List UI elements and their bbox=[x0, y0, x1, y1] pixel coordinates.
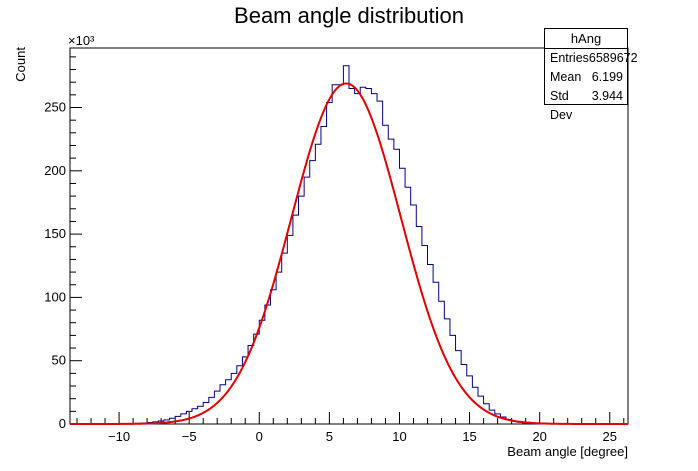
y-axis-label: Count bbox=[13, 47, 28, 82]
stats-row-mean: Mean 6.199 bbox=[545, 68, 627, 87]
y-tick-label: 150 bbox=[44, 226, 66, 241]
y-axis-exponent: ×10³ bbox=[68, 33, 95, 48]
x-tick-label: −5 bbox=[182, 429, 197, 444]
x-tick-label: 15 bbox=[462, 429, 476, 444]
histogram-series-hAng bbox=[70, 65, 628, 425]
gaussian-fit-curve bbox=[70, 82, 628, 425]
y-tick-label: 100 bbox=[44, 289, 66, 304]
y-tick-label: 250 bbox=[44, 100, 66, 115]
plot-frame bbox=[69, 47, 629, 425]
x-axis-label: Beam angle [degree] bbox=[507, 444, 628, 459]
x-tick-label: −10 bbox=[108, 429, 130, 444]
x-tick-label: 20 bbox=[532, 429, 546, 444]
x-tick-label: 10 bbox=[392, 429, 406, 444]
stats-row-stddev: Std Dev 3.944 bbox=[545, 87, 627, 122]
chart-title: Beam angle distribution bbox=[234, 3, 464, 28]
x-tick-label: 0 bbox=[256, 429, 263, 444]
stats-label: Entries bbox=[550, 51, 589, 65]
x-tick-label: 5 bbox=[326, 429, 333, 444]
y-tick-label: 0 bbox=[59, 416, 66, 431]
stats-value: 6.199 bbox=[591, 70, 623, 84]
x-tick-label: 25 bbox=[603, 429, 617, 444]
stats-value: 6589672 bbox=[588, 51, 638, 65]
y-tick-label: 200 bbox=[44, 163, 66, 178]
stats-row-entries: Entries 6589672 bbox=[545, 49, 638, 68]
y-tick-label: 50 bbox=[52, 353, 66, 368]
stats-box: hAng Entries 6589672 Mean 6.199 Std Dev … bbox=[544, 28, 638, 122]
stats-title: hAng bbox=[545, 29, 627, 49]
stats-label: Mean bbox=[550, 70, 582, 84]
stats-label: Std Dev bbox=[550, 89, 573, 122]
stats-value: 3.944 bbox=[591, 89, 623, 103]
